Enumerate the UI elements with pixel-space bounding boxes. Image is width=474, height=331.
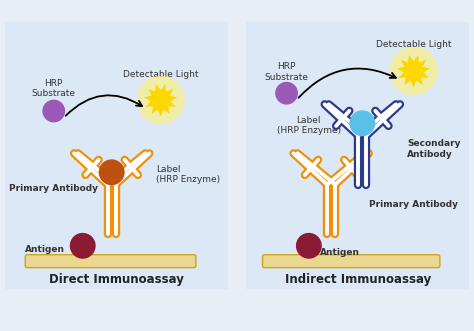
Text: Detectable Light: Detectable Light	[376, 40, 451, 49]
FancyBboxPatch shape	[2, 20, 230, 292]
Circle shape	[71, 234, 95, 258]
Polygon shape	[144, 84, 177, 117]
Polygon shape	[397, 55, 430, 88]
Circle shape	[137, 76, 184, 123]
Text: Secondary
Antibody: Secondary Antibody	[407, 139, 460, 159]
Circle shape	[43, 100, 64, 122]
Circle shape	[350, 111, 374, 135]
Text: HRP
Substrate: HRP Substrate	[264, 62, 309, 82]
Text: Direct Immunoassay: Direct Immunoassay	[49, 273, 183, 286]
Circle shape	[390, 48, 437, 94]
Text: HRP
Substrate: HRP Substrate	[32, 79, 76, 98]
Circle shape	[276, 82, 297, 104]
Circle shape	[297, 234, 321, 258]
Text: Label
(HRP Enzyme): Label (HRP Enzyme)	[156, 165, 220, 184]
Text: Indirect Immunoassay: Indirect Immunoassay	[285, 273, 431, 286]
Text: Antigen: Antigen	[25, 245, 65, 254]
Text: Primary Antibody: Primary Antibody	[9, 184, 98, 194]
Circle shape	[100, 160, 124, 184]
FancyBboxPatch shape	[25, 255, 196, 268]
Text: Label
(HRP Enzyme): Label (HRP Enzyme)	[277, 116, 341, 135]
Text: Detectable Light: Detectable Light	[123, 70, 199, 79]
FancyBboxPatch shape	[244, 20, 472, 292]
Text: Antigen: Antigen	[320, 248, 360, 257]
Text: Primary Antibody: Primary Antibody	[369, 200, 458, 209]
FancyBboxPatch shape	[263, 255, 440, 268]
